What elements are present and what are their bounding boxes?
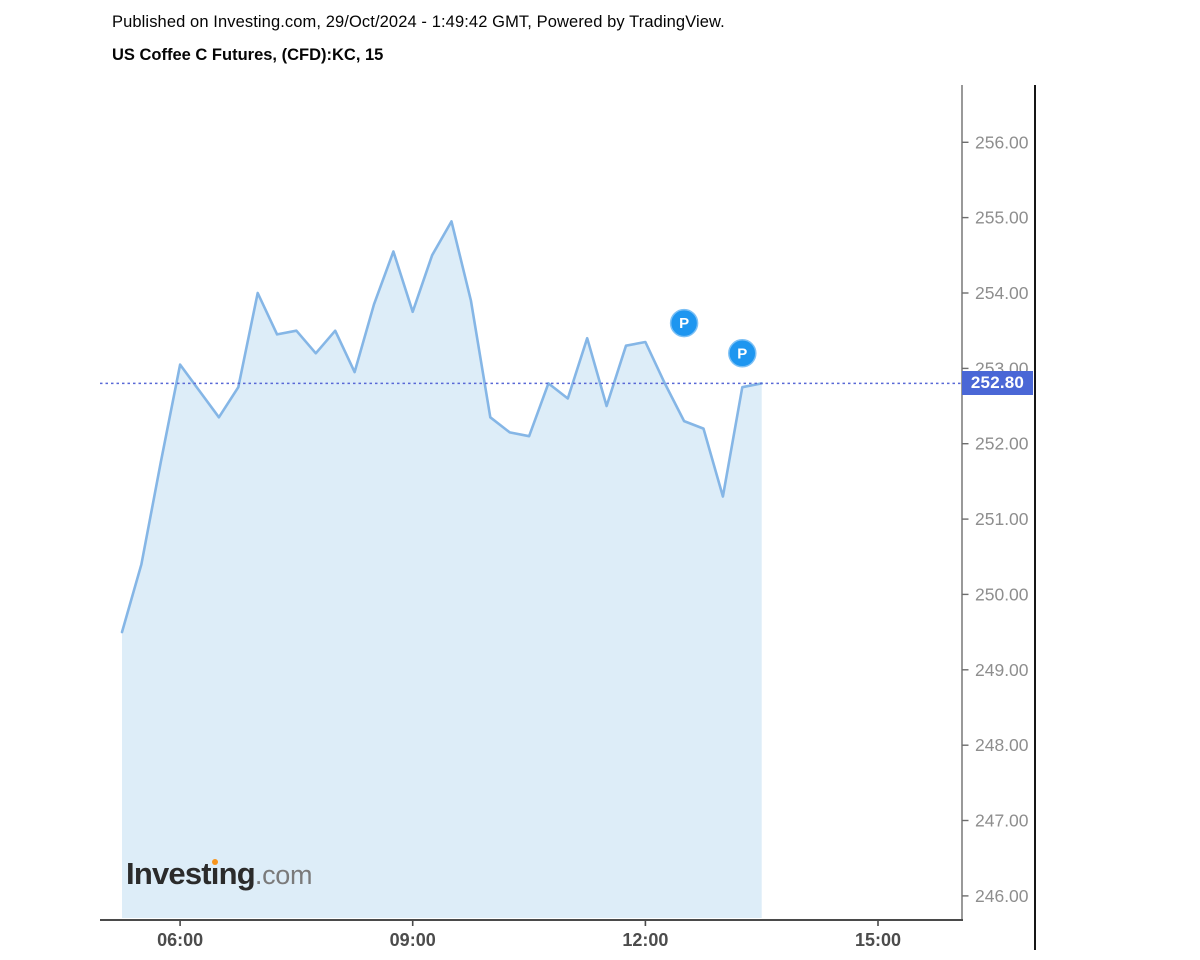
position-marker[interactable]: P [728, 339, 757, 368]
x-tick-label: 06:00 [157, 930, 203, 950]
price-line [120, 220, 763, 634]
y-tick-label: 247.00 [975, 811, 1029, 831]
x-tick-label: 09:00 [390, 930, 436, 950]
area-fill [122, 221, 762, 918]
published-info: Published on Investing.com, 29/Oct/2024 … [112, 13, 725, 31]
y-tick-label: 249.00 [975, 660, 1029, 680]
x-tick-label: 12:00 [622, 930, 668, 950]
position-marker-circle[interactable] [669, 308, 699, 338]
last-price-label: 252.80 [962, 371, 1033, 395]
y-axis-layer[interactable]: 256.00255.00254.00253.00252.00251.00250.… [961, 85, 1029, 920]
x-tick-label: 15:00 [855, 930, 901, 950]
position-marker-letter: P [679, 315, 689, 332]
y-tick-label: 252.00 [975, 434, 1029, 454]
y-tick-label: 251.00 [975, 509, 1029, 529]
logo-tld: .com [254, 860, 313, 890]
y-tick-label: 248.00 [975, 735, 1029, 755]
investing-logo: Investıng.com [126, 856, 313, 891]
y-tick-label: 246.00 [975, 886, 1029, 906]
area-series-layer [120, 220, 763, 918]
position-markers-layer: PP [669, 308, 757, 368]
logo-orange-dot-i: ı [210, 856, 220, 891]
position-marker[interactable]: P [669, 308, 699, 338]
logo-text-part: Invest [126, 856, 212, 891]
position-marker-letter: P [737, 345, 747, 362]
y-tick-label: 250.00 [975, 584, 1029, 604]
logo-text-part: ng [218, 856, 256, 891]
y-tick-label: 256.00 [975, 132, 1029, 152]
y-tick-label: 255.00 [975, 208, 1029, 228]
y-tick-label: 254.00 [975, 283, 1029, 303]
position-marker-circle[interactable] [728, 339, 757, 368]
x-axis-layer[interactable]: 06:00 09:00 12:00 15:00 [100, 919, 963, 950]
page-title: US Coffee C Futures, (CFD):KC, 15 [112, 46, 384, 64]
